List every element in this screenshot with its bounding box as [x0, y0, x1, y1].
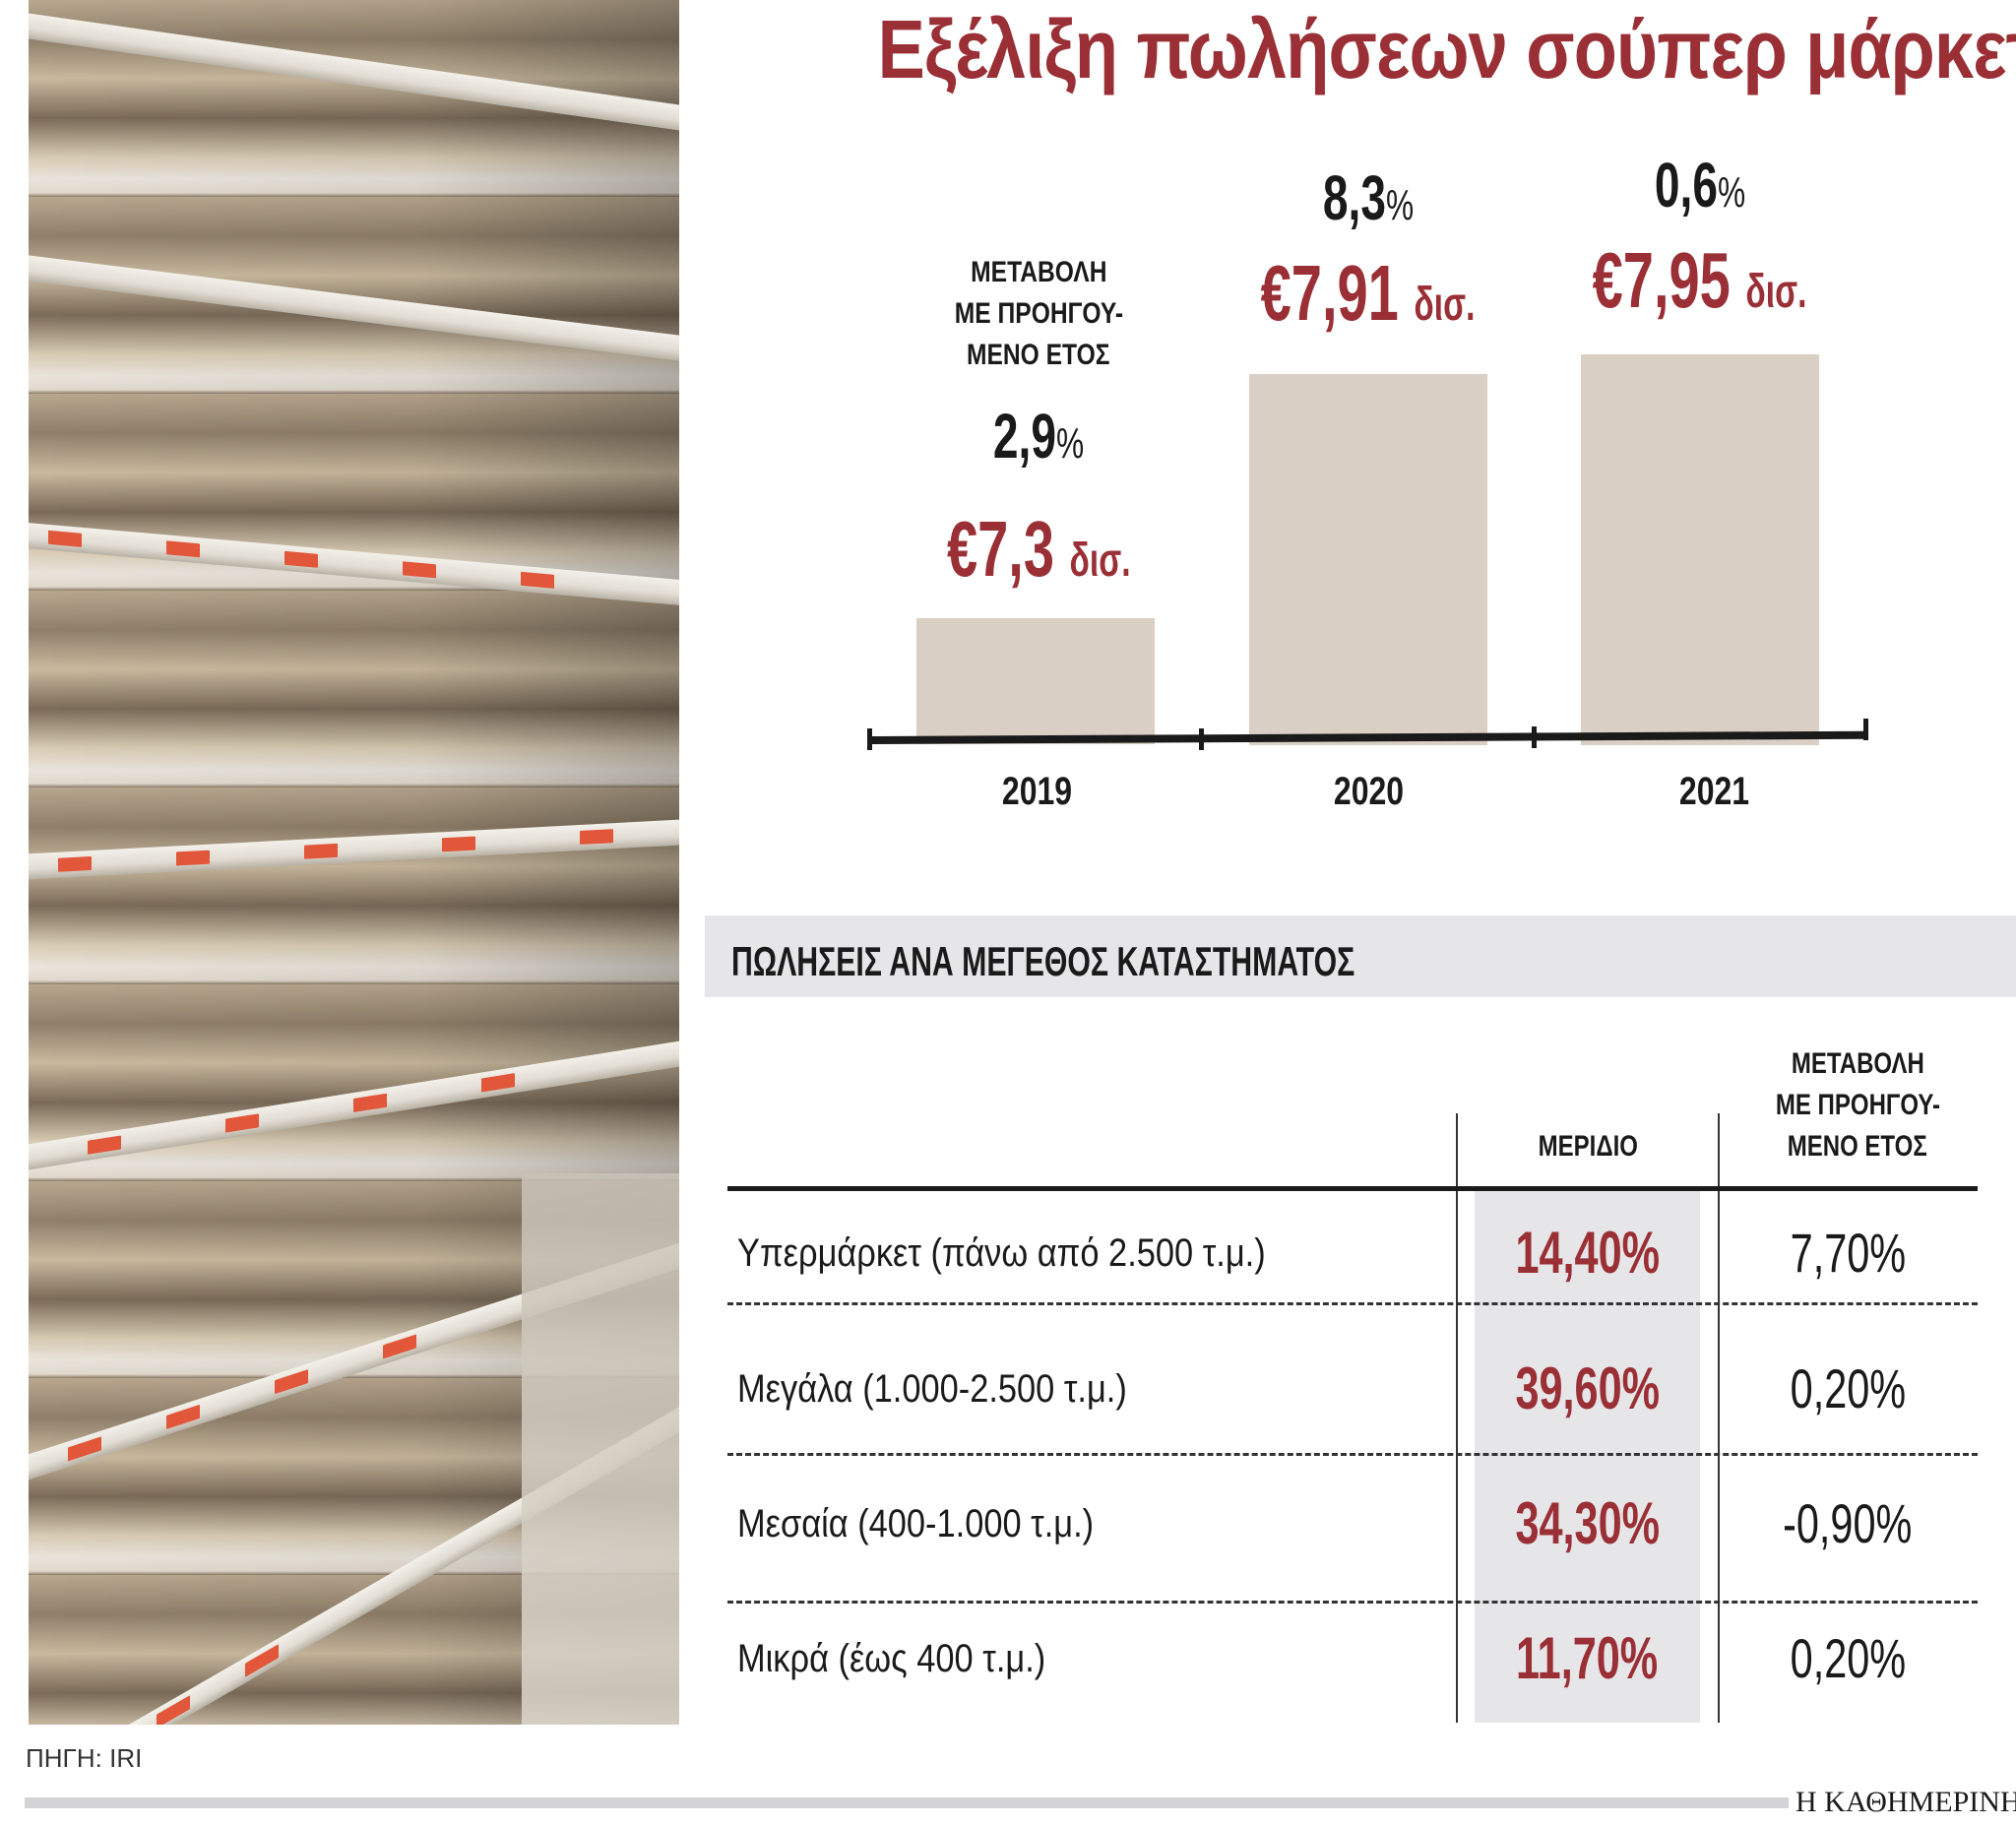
table-header-rule: [727, 1186, 1978, 1191]
publisher-logo: Η ΚΑΘΗΜΕΡΙΝΗ: [1796, 1786, 2016, 1818]
change-pct-2020: 8,3%: [1322, 162, 1415, 233]
axis-tick: [1532, 726, 1537, 748]
column-header-share: ΜΕΡΙΔΙΟ: [1538, 1130, 1638, 1163]
axis-tick: [1863, 719, 1868, 740]
axis-tick: [867, 728, 872, 750]
shelf: [29, 255, 679, 361]
table-row-label: Μεγάλα (1.000-2.500 τ.μ.): [737, 1367, 1127, 1411]
footer-bar: [25, 1797, 1789, 1808]
year-label-2019: 2019: [1001, 770, 1072, 813]
table-row-share: 39,60%: [1515, 1355, 1660, 1421]
value-2020: €7,91 δισ.: [1261, 249, 1476, 337]
table-header-band: [705, 915, 2016, 997]
value-2021: €7,95 δισ.: [1593, 236, 1807, 324]
chart-title: Εξέλιξη πωλήσεων σούπερ μάρκετ: [877, 3, 2016, 95]
shelf: [29, 523, 679, 605]
year-label-2020: 2020: [1333, 770, 1404, 813]
share-column-shade: [1475, 1191, 1700, 1723]
column-divider: [1718, 1113, 1720, 1723]
table-row-label: Μεσαία (400-1.000 τ.μ.): [737, 1502, 1095, 1545]
table-row-change: 0,20%: [1790, 1627, 1906, 1689]
bar-2020: [1249, 374, 1487, 745]
table-row-change: 0,20%: [1790, 1357, 1906, 1419]
change-pct-2021: 0,6%: [1654, 150, 1746, 220]
source-note: ΠΗΓΗ: IRI: [26, 1743, 143, 1773]
table-title: ΠΩΛΗΣΕΙΣ ΑΝΑ ΜΕΓΕΘΟΣ ΚΑΤΑΣΤΗΜΑΤΟΣ: [731, 938, 1355, 984]
value-2019: €7,3 δισ.: [946, 505, 1131, 593]
table-row-change: 7,70%: [1790, 1222, 1906, 1284]
column-header-change: ΜΕΤΑΒΟΛΗ ΜΕ ΠΡΟΗΓΟΥ- ΜΕΝΟ ΕΤΟΣ: [1775, 1047, 1940, 1163]
row-divider: [727, 1453, 1978, 1456]
aisle-floor: [522, 1173, 679, 1725]
table-row-share: 11,70%: [1516, 1625, 1659, 1691]
row-divider: [727, 1601, 1978, 1604]
shelf: [29, 819, 679, 880]
table-row-label: Μικρά (έως 400 τ.μ.): [737, 1637, 1046, 1680]
table-row-label: Υπερμάρκετ (πάνω από 2.500 τ.μ.): [737, 1231, 1266, 1275]
row-divider: [727, 1302, 1978, 1305]
shelf: [29, 1040, 679, 1170]
table-row-share: 34,30%: [1515, 1490, 1660, 1556]
axis-tick: [1199, 728, 1204, 750]
shelf: [29, 13, 679, 131]
change-pct-2019: 2,9%: [992, 401, 1085, 472]
bar-2019: [916, 618, 1155, 744]
change-label: ΜΕΤΑΒΟΛΗ ΜΕ ΠΡΟΗΓΟΥ- ΜΕΝΟ ΕΤΟΣ: [954, 256, 1123, 371]
supermarket-shelves-photo: [29, 0, 679, 1725]
table-row-share: 14,40%: [1515, 1220, 1660, 1286]
bar-2021: [1581, 354, 1819, 745]
year-label-2021: 2021: [1678, 770, 1749, 813]
table-row-change: -0,90%: [1783, 1492, 1913, 1554]
column-divider: [1456, 1113, 1458, 1723]
